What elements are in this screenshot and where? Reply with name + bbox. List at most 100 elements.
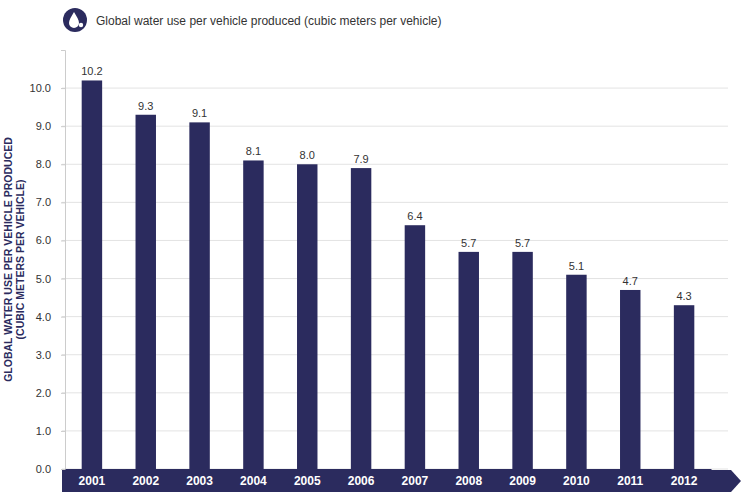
- title: Global water use per vehicle produced (c…: [96, 14, 442, 28]
- y-tick: 7.0: [36, 196, 65, 208]
- x-tick-label: 2012: [671, 474, 698, 488]
- y-tick-label: 3.0: [36, 349, 51, 361]
- grid-line: [62, 240, 728, 241]
- y-tick: 3.0: [36, 349, 65, 361]
- x-axis: 2001 2002 2003 2004 2005 2006 2007 2008 2009 2010…: [66, 469, 712, 488]
- data-label: 9.3: [138, 100, 153, 112]
- x-axis-band: [62, 470, 741, 492]
- bar: [459, 252, 479, 469]
- plot: 0.0 1.0 2.0 3.0 4.0 5.0 6.0 7.0 8.0 9.0 10.0 10.2 9.…: [30, 51, 741, 493]
- bar: [620, 290, 640, 469]
- x-tick-label: 2001: [79, 474, 106, 488]
- y-tick-label: 10.0: [30, 82, 51, 94]
- y-tick-label: 8.0: [36, 158, 51, 170]
- x-tick-label: 2006: [348, 474, 375, 488]
- y-tick: 5.0: [36, 273, 65, 285]
- grid: [62, 88, 728, 469]
- y-tick-label: 1.0: [36, 425, 51, 437]
- y-tick-mark: [61, 393, 65, 394]
- bar: [297, 164, 317, 469]
- bar: [351, 168, 371, 469]
- y-tick: 1.0: [36, 425, 65, 437]
- x-tick: 2003: [186, 469, 213, 488]
- y-axis: 0.0 1.0 2.0 3.0 4.0 5.0 6.0 7.0 8.0 9.0 10.0: [30, 51, 66, 476]
- x-tick-label: 2009: [509, 474, 536, 488]
- y-tick: 6.0: [36, 234, 65, 246]
- bar: [189, 122, 209, 469]
- x-tick-label: 2002: [132, 474, 159, 488]
- grid-line: [62, 88, 728, 89]
- y-tick: 10.0: [30, 82, 65, 94]
- grid-line: [62, 202, 728, 203]
- data-labels: 10.29.39.18.18.07.96.45.75.75.14.74.3: [81, 65, 692, 302]
- x-tick: 2012: [671, 469, 698, 488]
- data-label: 6.4: [407, 210, 422, 222]
- y-tick-label: 9.0: [36, 120, 51, 132]
- grid-line: [62, 164, 728, 165]
- x-tick: 2005: [294, 469, 321, 488]
- y-axis-line: [61, 51, 66, 470]
- y-axis-title: GLOBAL WATER USE PER VEHICLE PRODUCED: [2, 137, 14, 382]
- y-tick-label: 5.0: [36, 273, 51, 285]
- bar: [136, 115, 156, 469]
- x-tick: 2006: [348, 469, 375, 488]
- y-tick-mark: [61, 240, 65, 241]
- y-tick-label: 4.0: [36, 311, 51, 323]
- y-axis-title: (CUBIC METERS PER VEHICLE): [14, 180, 26, 340]
- y-tick-mark: [61, 88, 65, 89]
- bar: [243, 160, 263, 469]
- x-tick-label: 2005: [294, 474, 321, 488]
- x-tick: 2009: [509, 469, 536, 488]
- data-label: 5.1: [569, 260, 584, 272]
- y-tick-mark: [61, 355, 65, 356]
- x-tick: 2004: [240, 469, 267, 488]
- bar: [566, 275, 586, 469]
- x-tick-label: 2004: [240, 474, 267, 488]
- x-axis-line: [66, 469, 712, 470]
- bar: [82, 80, 102, 469]
- x-tick: 2002: [132, 469, 159, 488]
- grid-line: [62, 126, 728, 127]
- data-label: 4.7: [623, 275, 638, 287]
- title-icon: [63, 8, 87, 32]
- x-tick-label: 2011: [617, 474, 643, 488]
- y-tick-mark: [61, 431, 65, 432]
- x-tick: 2001: [79, 469, 106, 488]
- y-tick-label: 7.0: [36, 196, 51, 208]
- data-label: 7.9: [353, 153, 368, 165]
- bars: [82, 80, 695, 469]
- y-tick-mark: [61, 202, 65, 203]
- icon-drop: [69, 12, 79, 28]
- data-label: 8.0: [300, 149, 315, 161]
- x-tick-label: 2007: [402, 474, 429, 488]
- icon-drop-small: [79, 23, 83, 27]
- y-tick-mark: [61, 279, 65, 280]
- bar: [405, 225, 425, 469]
- data-label: 9.1: [192, 107, 207, 119]
- y-tick-mark: [61, 317, 65, 318]
- y-tick-mark: [61, 469, 65, 470]
- y-tick-label: 2.0: [36, 387, 51, 399]
- y-tick-label: 6.0: [36, 234, 51, 246]
- y-tick: 8.0: [36, 158, 65, 170]
- y-tick-label: 0.0: [36, 463, 51, 475]
- x-tick: 2007: [402, 469, 429, 488]
- x-tick-label: 2010: [563, 474, 590, 488]
- x-tick-label: 2008: [455, 474, 482, 488]
- bar: [512, 252, 532, 469]
- y-tick: 0.0: [36, 463, 65, 475]
- y-tick: 4.0: [36, 311, 65, 323]
- data-label: 8.1: [246, 145, 261, 157]
- data-label: 10.2: [81, 65, 102, 77]
- y-tick: 9.0: [36, 120, 65, 132]
- y-tick-mark: [61, 126, 65, 127]
- chart: Global water use per vehicle produced (c…: [0, 0, 744, 494]
- data-label: 5.7: [515, 237, 530, 249]
- data-label: 4.3: [676, 290, 691, 302]
- x-tick: 2010: [563, 469, 590, 488]
- icon-circle: [63, 8, 87, 32]
- y-tick: 2.0: [36, 387, 65, 399]
- y-tick-mark: [61, 164, 65, 165]
- x-tick: 2008: [455, 469, 482, 488]
- bar: [674, 305, 694, 469]
